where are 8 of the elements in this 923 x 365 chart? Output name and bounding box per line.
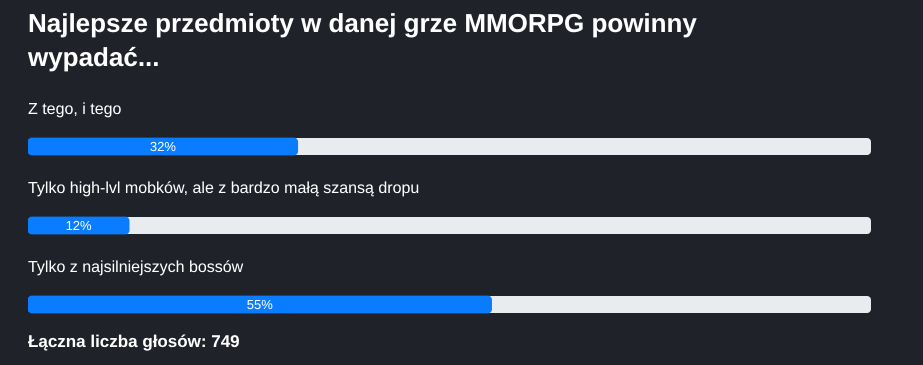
y-tick-label: Tylko high-lvl mobków, ale z bardzo małą szansą dropu [28, 180, 420, 197]
data-label: 32% [150, 139, 176, 154]
data-label: 12% [66, 218, 92, 234]
y-tick-label: Tylko z najsilniejszych bossów [28, 258, 244, 276]
chart-title: Najlepsze przedmioty w danej grze MMORPG powinny wypadać... [28, 7, 698, 74]
text: Łączna liczba głosów: 749 [28, 332, 240, 352]
data-label: 55% [246, 297, 274, 312]
y-tick-label: Z tego, i tego [28, 100, 122, 118]
